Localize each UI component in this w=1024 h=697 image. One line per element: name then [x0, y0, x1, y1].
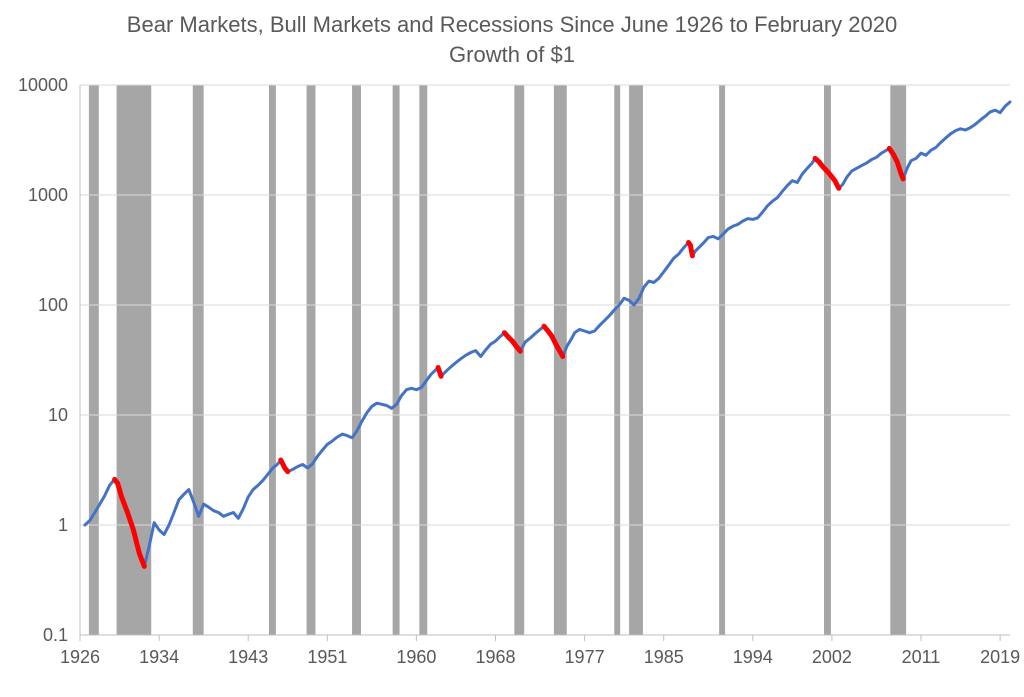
x-tick-label: 1968 [476, 647, 516, 667]
title-line-1: Bear Markets, Bull Markets and Recession… [127, 12, 897, 37]
x-tick-label: 1934 [139, 647, 179, 667]
x-tick-label: 2011 [902, 647, 941, 667]
x-tick-label: 1951 [307, 647, 347, 667]
recession-band [193, 85, 204, 635]
recession-band [554, 85, 567, 635]
y-tick-label: 100 [38, 295, 68, 315]
y-tick-label: 10 [48, 405, 68, 425]
x-tick-label: 1943 [228, 647, 268, 667]
y-tick-label: 10000 [18, 75, 68, 95]
chart-svg: 0.11101001000100001926193419431951196019… [80, 85, 1010, 695]
recession-band [614, 85, 620, 635]
recession-band [419, 85, 427, 635]
x-tick-label: 1960 [396, 647, 436, 667]
recession-band [719, 85, 725, 635]
chart-title: Bear Markets, Bull Markets and Recession… [0, 10, 1024, 69]
title-line-2: Growth of $1 [449, 42, 575, 67]
recession-band [629, 85, 643, 635]
y-tick-label: 1 [58, 515, 68, 535]
recession-band [352, 85, 361, 635]
x-tick-label: 1977 [565, 647, 605, 667]
recession-band [514, 85, 524, 635]
recession-band [269, 85, 276, 635]
x-tick-label: 2002 [812, 647, 852, 667]
x-tick-label: 2019 [980, 647, 1020, 667]
y-tick-label: 1000 [28, 185, 68, 205]
plot-background [80, 85, 1010, 635]
x-tick-label: 1926 [60, 647, 100, 667]
chart-plot-area: 0.11101001000100001926193419431951196019… [80, 85, 1010, 635]
bear-market-line [438, 368, 441, 377]
recession-band [117, 85, 152, 635]
x-tick-label: 1994 [733, 647, 773, 667]
y-tick-label: 0.1 [43, 625, 68, 645]
recession-band [393, 85, 400, 635]
recession-band [307, 85, 316, 635]
x-tick-label: 1985 [644, 647, 684, 667]
recession-band [89, 85, 99, 635]
